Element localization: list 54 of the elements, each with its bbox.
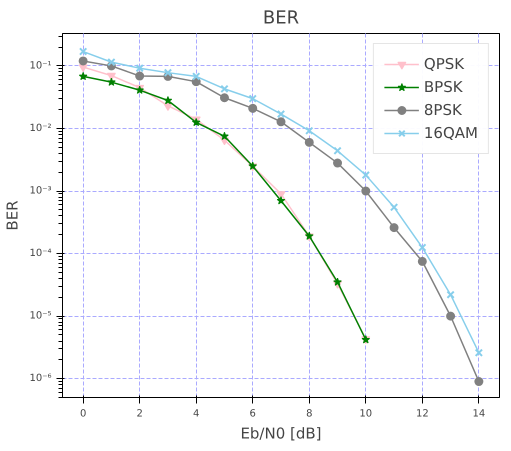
y-tick-label: 10⁻⁴ xyxy=(29,248,52,260)
point xyxy=(418,243,427,252)
point xyxy=(78,56,88,66)
point xyxy=(390,223,399,232)
y-axis-title: BER xyxy=(3,200,22,231)
point xyxy=(78,72,88,80)
y-tick-label: 10⁻⁶ xyxy=(29,373,52,384)
point xyxy=(333,158,342,168)
point xyxy=(220,93,229,102)
point xyxy=(333,278,342,286)
legend-label: 8PSK xyxy=(424,101,462,119)
point xyxy=(333,146,342,155)
point xyxy=(418,256,427,266)
x-axis-title: Eb/N0 [dB] xyxy=(240,424,322,442)
point xyxy=(248,104,258,113)
x-tick-label: 4 xyxy=(193,408,200,420)
x-tick-label: 6 xyxy=(250,408,256,420)
point xyxy=(164,68,172,77)
y-tick-label: 10⁻³ xyxy=(29,186,52,197)
legend-label: 16QAM xyxy=(424,124,478,142)
x-tick-label: 10 xyxy=(359,408,372,420)
point xyxy=(446,290,455,299)
legend-label: BPSK xyxy=(424,78,463,96)
point xyxy=(361,186,370,196)
x-tick-label: 12 xyxy=(416,408,429,420)
point xyxy=(474,348,484,357)
y-tick-label: 10⁻⁵ xyxy=(29,310,52,322)
point xyxy=(107,58,116,66)
point xyxy=(390,203,398,212)
legend-label: QPSK xyxy=(424,55,464,73)
point xyxy=(276,110,286,118)
point xyxy=(192,72,200,81)
point xyxy=(446,312,456,321)
point xyxy=(107,78,116,86)
y-tick-label: 10⁻² xyxy=(29,122,52,134)
point xyxy=(304,138,314,147)
y-tick-label: 10⁻¹ xyxy=(29,60,52,72)
point xyxy=(248,94,257,103)
point xyxy=(305,126,314,135)
point xyxy=(220,132,229,140)
x-tick-label: 8 xyxy=(306,408,312,420)
point xyxy=(474,377,484,386)
chart-title: BER xyxy=(262,8,300,28)
x-tick-label: 2 xyxy=(136,408,143,420)
point xyxy=(78,47,88,56)
point xyxy=(220,84,229,94)
x-tick-label: 14 xyxy=(472,408,486,420)
point xyxy=(135,64,144,72)
point xyxy=(362,170,370,180)
point xyxy=(276,117,286,126)
point xyxy=(276,196,286,204)
point xyxy=(164,96,172,104)
x-tick-label: 0 xyxy=(80,408,86,420)
point xyxy=(135,72,144,81)
